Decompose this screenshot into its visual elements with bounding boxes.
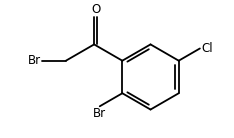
- Text: Br: Br: [93, 107, 106, 120]
- Text: Br: Br: [27, 54, 40, 67]
- Text: Cl: Cl: [202, 42, 213, 55]
- Text: O: O: [91, 3, 100, 16]
